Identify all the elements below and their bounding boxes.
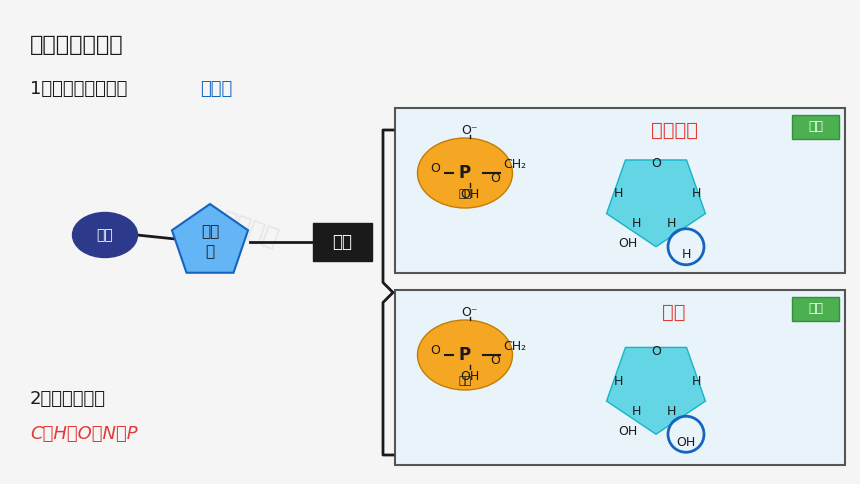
Polygon shape — [606, 348, 705, 434]
Text: 2、组成元素：: 2、组成元素： — [30, 390, 106, 408]
Text: O⁻: O⁻ — [462, 123, 478, 136]
Text: H: H — [666, 405, 676, 418]
Text: 磷酸: 磷酸 — [458, 376, 471, 386]
Text: OH: OH — [618, 237, 637, 250]
FancyBboxPatch shape — [395, 290, 845, 465]
Text: P: P — [459, 164, 471, 182]
Text: 核苷酸: 核苷酸 — [200, 80, 232, 98]
Text: O: O — [490, 171, 500, 184]
Text: 碱基: 碱基 — [332, 233, 352, 251]
Text: CH₂: CH₂ — [503, 158, 526, 171]
Ellipse shape — [72, 212, 138, 257]
Text: 脱氧核糖: 脱氧核糖 — [650, 121, 697, 139]
Text: 1、基本组成单位：: 1、基本组成单位： — [30, 80, 127, 98]
Text: 火箭题库: 火箭题库 — [218, 209, 282, 252]
FancyBboxPatch shape — [313, 223, 372, 261]
Ellipse shape — [417, 320, 513, 390]
Text: H: H — [613, 375, 623, 388]
Text: 二、核酸的结构: 二、核酸的结构 — [30, 35, 124, 55]
FancyBboxPatch shape — [395, 108, 845, 273]
Text: OH: OH — [676, 436, 696, 449]
Polygon shape — [172, 204, 248, 273]
Polygon shape — [606, 160, 705, 247]
Text: H: H — [631, 217, 641, 230]
Text: O: O — [651, 157, 661, 170]
FancyBboxPatch shape — [792, 115, 839, 139]
FancyBboxPatch shape — [792, 297, 839, 321]
Text: 碱基: 碱基 — [808, 302, 824, 316]
Text: O⁻: O⁻ — [462, 305, 478, 318]
Text: H: H — [691, 375, 701, 388]
Text: P: P — [459, 346, 471, 364]
Text: O: O — [430, 344, 440, 357]
Text: H: H — [691, 187, 701, 200]
Text: C、H、O、N、P: C、H、O、N、P — [30, 425, 138, 443]
Ellipse shape — [417, 138, 513, 208]
Text: 五碳
糖: 五碳 糖 — [201, 225, 219, 259]
Text: H: H — [666, 217, 676, 230]
Text: 碱基: 碱基 — [808, 121, 824, 134]
Text: 磷酸: 磷酸 — [96, 228, 114, 242]
Text: O: O — [430, 162, 440, 175]
Text: H: H — [681, 248, 691, 261]
Text: OH: OH — [460, 188, 480, 201]
Text: 核糖: 核糖 — [662, 302, 685, 321]
Text: O: O — [490, 353, 500, 366]
Text: CH₂: CH₂ — [503, 341, 526, 353]
Text: OH: OH — [460, 370, 480, 383]
Text: 磷酸: 磷酸 — [458, 189, 471, 199]
Text: OH: OH — [618, 425, 637, 438]
Text: H: H — [631, 405, 641, 418]
Text: O: O — [651, 345, 661, 358]
Text: H: H — [613, 187, 623, 200]
